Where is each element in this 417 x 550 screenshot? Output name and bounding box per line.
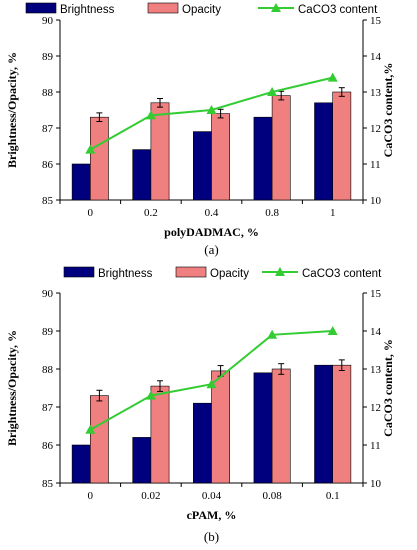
bar-opacity — [271, 95, 291, 201]
bar-brightness — [314, 102, 333, 201]
legend-label: Brightness — [60, 4, 115, 16]
y2-tick-label: 12 — [370, 402, 381, 414]
caco3-marker — [267, 329, 278, 339]
y-tick-label: 85 — [42, 478, 54, 490]
y2-tick-label: 10 — [370, 478, 382, 490]
x-tick-label: 0.02 — [141, 490, 160, 502]
legend-label: Opacity — [182, 4, 221, 16]
bar-opacity — [332, 91, 352, 201]
bar-brightness — [71, 163, 91, 201]
caco3-marker — [267, 87, 278, 96]
legend-swatch-opacity — [147, 2, 179, 14]
legend-swatch-brightness — [63, 266, 95, 278]
bar-brightness — [132, 437, 152, 484]
legend-swatch-opacity — [175, 266, 207, 278]
x-axis-label: cPAM, % — [187, 508, 237, 522]
x-tick-label: 0 — [88, 207, 94, 219]
y-tick-label: 90 — [42, 15, 54, 27]
y-tick-label: 88 — [42, 364, 54, 376]
bar-brightness — [71, 444, 91, 484]
x-tick-label: 0.1 — [326, 490, 340, 502]
y2-tick-label: 12 — [370, 123, 381, 135]
y2-axis-label: CaCO3 content,% — [381, 63, 395, 158]
y2-tick-label: 13 — [370, 364, 382, 376]
caco3-marker — [327, 326, 338, 335]
y2-tick-label: 14 — [370, 326, 382, 338]
x-tick-label: 0.8 — [265, 207, 279, 219]
bar-brightness — [253, 116, 273, 201]
chart-panel-b: 85 86 87 88 89 90 10 11 12 13 14 15 0 0.02 0.04 0.08 0.1… — [5, 266, 395, 544]
caco3-marker — [145, 110, 156, 120]
y-tick-label: 87 — [42, 123, 54, 135]
bar-brightness — [193, 131, 212, 201]
y2-tick-label: 10 — [370, 195, 382, 207]
y-tick-label: 87 — [42, 402, 54, 414]
bar-brightness — [253, 372, 273, 484]
y-axis-label: Brightness/Opacity, % — [5, 330, 19, 446]
legend-swatch-caco3-marker — [271, 3, 281, 12]
x-tick-label: 0.04 — [202, 490, 222, 502]
y-tick-label: 85 — [42, 195, 54, 207]
caco3-marker — [85, 144, 96, 154]
y2-tick-label: 15 — [370, 15, 382, 27]
bar-opacity — [332, 364, 352, 484]
caco3-marker — [145, 390, 156, 400]
bar-opacity — [90, 395, 109, 484]
x-tick-label: 0.08 — [262, 490, 282, 502]
bar-opacity — [150, 385, 170, 484]
y-tick-label: 89 — [42, 326, 54, 338]
y2-tick-label: 14 — [370, 51, 382, 63]
x-tick-label: 0.4 — [205, 207, 219, 219]
caco3-marker — [327, 72, 338, 82]
bar-brightness — [193, 402, 212, 484]
legend-swatch-brightness — [25, 2, 57, 14]
y-tick-label: 89 — [42, 51, 54, 63]
y-axis-label: Brightness/Opacity, % — [5, 52, 19, 168]
x-tick-label: 0 — [88, 490, 94, 502]
bar-opacity — [211, 113, 230, 201]
y-tick-label: 86 — [42, 159, 54, 171]
bar-opacity — [271, 368, 291, 484]
legend-swatch-caco3-marker — [275, 267, 285, 276]
y2-tick-label: 11 — [370, 159, 381, 171]
legend-label: CaCO3 content — [302, 268, 382, 280]
y-tick-label: 88 — [42, 87, 54, 99]
y2-tick-label: 13 — [370, 87, 382, 99]
y-tick-label: 86 — [42, 440, 54, 452]
y2-tick-label: 11 — [370, 440, 381, 452]
legend-label: Opacity — [210, 268, 249, 280]
x-tick-label: 0.2 — [144, 207, 158, 219]
y2-tick-label: 15 — [370, 288, 382, 300]
x-tick-label: 1 — [330, 207, 336, 219]
bar-brightness — [132, 149, 152, 201]
bar-opacity — [90, 116, 109, 201]
caco3-marker — [85, 424, 96, 434]
y2-axis-label: CaCO3 content, % — [381, 339, 395, 437]
panel-caption: (b) — [204, 529, 219, 544]
caco3-marker — [206, 105, 217, 114]
panel-caption: (a) — [204, 242, 218, 257]
legend-label: CaCO3 content — [298, 4, 378, 16]
caco3-marker — [206, 379, 217, 389]
y-tick-label: 90 — [42, 288, 54, 300]
bar-brightness — [314, 364, 333, 484]
chart-panel-a: 85 86 87 88 89 90 10 11 12 13 14 15 0 0.2 0.4 0.8 1 Brigh… — [5, 2, 395, 257]
legend-label: Brightness — [98, 268, 153, 280]
x-axis-label: polyDADMAC, % — [164, 225, 259, 239]
